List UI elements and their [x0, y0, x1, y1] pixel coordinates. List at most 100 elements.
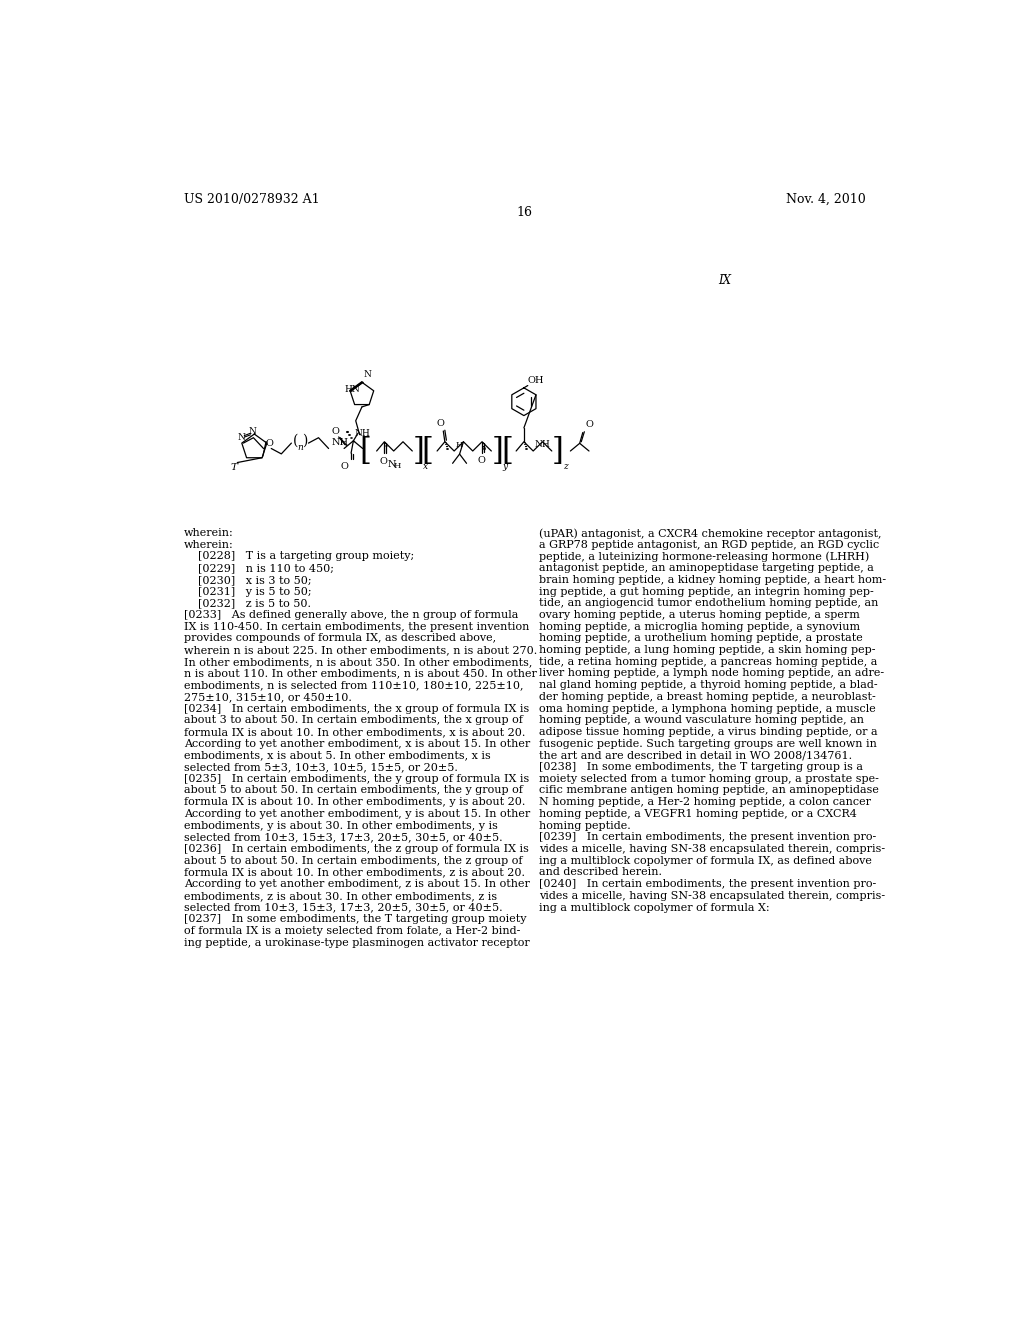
Text: the art and are described in detail in WO 2008/134761.: the art and are described in detail in W…: [539, 750, 852, 760]
Text: N homing peptide, a Her-2 homing peptide, a colon cancer: N homing peptide, a Her-2 homing peptide…: [539, 797, 870, 808]
Text: NH: NH: [535, 441, 551, 449]
Text: moiety selected from a tumor homing group, a prostate spe-: moiety selected from a tumor homing grou…: [539, 774, 879, 784]
Text: (uPAR) antagonist, a CXCR4 chemokine receptor antagonist,: (uPAR) antagonist, a CXCR4 chemokine rec…: [539, 528, 882, 539]
Text: O: O: [586, 421, 594, 429]
Text: H: H: [393, 462, 400, 470]
Text: wherein:: wherein:: [183, 528, 233, 539]
Text: homing peptide, a VEGFR1 homing peptide, or a CXCR4: homing peptide, a VEGFR1 homing peptide,…: [539, 809, 857, 818]
Text: [0238]   In some embodiments, the T targeting group is a: [0238] In some embodiments, the T target…: [539, 762, 863, 772]
Text: OH: OH: [527, 376, 545, 385]
Text: cific membrane antigen homing peptide, an aminopeptidase: cific membrane antigen homing peptide, a…: [539, 785, 879, 796]
Text: N: N: [248, 428, 256, 436]
Text: [0236]   In certain embodiments, the z group of formula IX is: [0236] In certain embodiments, the z gro…: [183, 843, 528, 854]
Text: x: x: [423, 462, 428, 471]
Text: (: (: [293, 434, 298, 447]
Text: ing peptide, a gut homing peptide, an integrin homing pep-: ing peptide, a gut homing peptide, an in…: [539, 586, 873, 597]
Text: According to yet another embodiment, z is about 15. In other: According to yet another embodiment, z i…: [183, 879, 529, 890]
Text: y: y: [502, 462, 507, 471]
Text: [: [: [359, 436, 372, 466]
Text: brain homing peptide, a kidney homing peptide, a heart hom-: brain homing peptide, a kidney homing pe…: [539, 574, 886, 585]
Text: O: O: [477, 455, 485, 465]
Text: vides a micelle, having SN-38 encapsulated therein, compris-: vides a micelle, having SN-38 encapsulat…: [539, 891, 885, 900]
Text: N: N: [238, 433, 245, 442]
Text: wherein:: wherein:: [183, 540, 233, 549]
Text: ]: ]: [413, 436, 424, 466]
Text: US 2010/0278932 A1: US 2010/0278932 A1: [183, 193, 319, 206]
Text: IX is 110-450. In certain embodiments, the present invention: IX is 110-450. In certain embodiments, t…: [183, 622, 529, 632]
Text: a GRP78 peptide antagonist, an RGD peptide, an RGD cyclic: a GRP78 peptide antagonist, an RGD pepti…: [539, 540, 879, 549]
Text: formula IX is about 10. In other embodiments, y is about 20.: formula IX is about 10. In other embodim…: [183, 797, 525, 808]
Text: [0239]   In certain embodiments, the present invention pro-: [0239] In certain embodiments, the prese…: [539, 833, 876, 842]
Text: 16: 16: [517, 206, 532, 219]
Text: N: N: [364, 370, 372, 379]
Text: O: O: [436, 418, 444, 428]
Text: [0229]   n is 110 to 450;: [0229] n is 110 to 450;: [183, 564, 334, 573]
Text: antagonist peptide, an aminopeptidase targeting peptide, a: antagonist peptide, an aminopeptidase ta…: [539, 564, 873, 573]
Text: n: n: [298, 444, 303, 453]
Text: [0237]   In some embodiments, the T targeting group moiety: [0237] In some embodiments, the T target…: [183, 915, 526, 924]
Text: of formula IX is a moiety selected from folate, a Her-2 bind-: of formula IX is a moiety selected from …: [183, 925, 520, 936]
Text: NH: NH: [355, 429, 371, 438]
Text: liver homing peptide, a lymph node homing peptide, an adre-: liver homing peptide, a lymph node homin…: [539, 668, 884, 678]
Text: O: O: [265, 438, 273, 447]
Text: oma homing peptide, a lymphona homing peptide, a muscle: oma homing peptide, a lymphona homing pe…: [539, 704, 876, 714]
Text: about 5 to about 50. In certain embodiments, the y group of: about 5 to about 50. In certain embodime…: [183, 785, 522, 796]
Text: ing peptide, a urokinase-type plasminogen activator receptor: ing peptide, a urokinase-type plasminoge…: [183, 937, 529, 948]
Text: tide, an angiogencid tumor endothelium homing peptide, an: tide, an angiogencid tumor endothelium h…: [539, 598, 879, 609]
Text: ovary homing peptide, a uterus homing peptide, a sperm: ovary homing peptide, a uterus homing pe…: [539, 610, 859, 620]
Text: IX: IX: [719, 275, 731, 286]
Text: ]: ]: [492, 436, 504, 466]
Text: According to yet another embodiment, y is about 15. In other: According to yet another embodiment, y i…: [183, 809, 530, 818]
Text: provides compounds of formula IX, as described above,: provides compounds of formula IX, as des…: [183, 634, 496, 643]
Text: homing peptide, a urothelium homing peptide, a prostate: homing peptide, a urothelium homing pept…: [539, 634, 862, 643]
Text: [0235]   In certain embodiments, the y group of formula IX is: [0235] In certain embodiments, the y gro…: [183, 774, 529, 784]
Text: about 3 to about 50. In certain embodiments, the x group of: about 3 to about 50. In certain embodime…: [183, 715, 522, 725]
Text: [0231]   y is 5 to 50;: [0231] y is 5 to 50;: [183, 586, 311, 597]
Text: vides a micelle, having SN-38 encapsulated therein, compris-: vides a micelle, having SN-38 encapsulat…: [539, 843, 885, 854]
Text: selected from 5±3, 10±3, 10±5, 15±5, or 20±5.: selected from 5±3, 10±3, 10±5, 15±5, or …: [183, 762, 458, 772]
Text: formula IX is about 10. In other embodiments, z is about 20.: formula IX is about 10. In other embodim…: [183, 867, 524, 878]
Text: ing a multiblock copolymer of formula X:: ing a multiblock copolymer of formula X:: [539, 903, 769, 912]
Text: adipose tissue homing peptide, a virus binding peptide, or a: adipose tissue homing peptide, a virus b…: [539, 727, 878, 737]
Text: Nov. 4, 2010: Nov. 4, 2010: [786, 193, 866, 206]
Text: NH: NH: [332, 438, 349, 447]
Text: [: [: [422, 436, 434, 466]
Text: [0233]   As defined generally above, the n group of formula: [0233] As defined generally above, the n…: [183, 610, 518, 620]
Text: HN: HN: [344, 384, 359, 393]
Text: embodiments, n is selected from 110±10, 180±10, 225±10,: embodiments, n is selected from 110±10, …: [183, 680, 523, 690]
Text: ]: ]: [552, 436, 564, 466]
Text: ): ): [302, 434, 307, 447]
Text: O: O: [332, 428, 340, 436]
Text: selected from 10±3, 15±3, 17±3, 20±5, 30±5, or 40±5.: selected from 10±3, 15±3, 17±3, 20±5, 30…: [183, 903, 503, 912]
Text: about 5 to about 50. In certain embodiments, the z group of: about 5 to about 50. In certain embodime…: [183, 855, 522, 866]
Text: [: [: [501, 436, 513, 466]
Text: homing peptide, a microglia homing peptide, a synovium: homing peptide, a microglia homing pepti…: [539, 622, 860, 632]
Text: In other embodiments, n is about 350. In other embodiments,: In other embodiments, n is about 350. In…: [183, 657, 532, 667]
Text: ing a multiblock copolymer of formula IX, as defined above: ing a multiblock copolymer of formula IX…: [539, 855, 871, 866]
Text: peptide, a luteinizing hormone-releasing hormone (LHRH): peptide, a luteinizing hormone-releasing…: [539, 552, 869, 562]
Text: O: O: [340, 462, 348, 471]
Text: [0232]   z is 5 to 50.: [0232] z is 5 to 50.: [183, 598, 311, 609]
Text: homing peptide, a wound vasculature homing peptide, an: homing peptide, a wound vasculature homi…: [539, 715, 864, 725]
Text: formula IX is about 10. In other embodiments, x is about 20.: formula IX is about 10. In other embodim…: [183, 727, 525, 737]
Text: z: z: [562, 462, 567, 471]
Text: homing peptide, a lung homing peptide, a skin homing pep-: homing peptide, a lung homing peptide, a…: [539, 645, 876, 655]
Text: fusogenic peptide. Such targeting groups are well known in: fusogenic peptide. Such targeting groups…: [539, 739, 877, 748]
Text: and described herein.: and described herein.: [539, 867, 662, 878]
Text: homing peptide.: homing peptide.: [539, 821, 631, 830]
Text: der homing peptide, a breast homing peptide, a neuroblast-: der homing peptide, a breast homing pept…: [539, 692, 876, 702]
Text: [0234]   In certain embodiments, the x group of formula IX is: [0234] In certain embodiments, the x gro…: [183, 704, 529, 714]
Text: embodiments, x is about 5. In other embodiments, x is: embodiments, x is about 5. In other embo…: [183, 750, 490, 760]
Text: H: H: [456, 441, 463, 449]
Text: n is about 110. In other embodiments, n is about 450. In other: n is about 110. In other embodiments, n …: [183, 668, 537, 678]
Text: N: N: [388, 461, 396, 469]
Text: T: T: [230, 463, 238, 471]
Text: embodiments, y is about 30. In other embodiments, y is: embodiments, y is about 30. In other emb…: [183, 821, 498, 830]
Text: wherein n is about 225. In other embodiments, n is about 270.: wherein n is about 225. In other embodim…: [183, 645, 537, 655]
Text: embodiments, z is about 30. In other embodiments, z is: embodiments, z is about 30. In other emb…: [183, 891, 497, 900]
Text: nal gland homing peptide, a thyroid homing peptide, a blad-: nal gland homing peptide, a thyroid homi…: [539, 680, 878, 690]
Text: [0240]   In certain embodiments, the present invention pro-: [0240] In certain embodiments, the prese…: [539, 879, 876, 890]
Text: selected from 10±3, 15±3, 17±3, 20±5, 30±5, or 40±5.: selected from 10±3, 15±3, 17±3, 20±5, 30…: [183, 833, 503, 842]
Text: 275±10, 315±10, or 450±10.: 275±10, 315±10, or 450±10.: [183, 692, 351, 702]
Text: According to yet another embodiment, x is about 15. In other: According to yet another embodiment, x i…: [183, 739, 530, 748]
